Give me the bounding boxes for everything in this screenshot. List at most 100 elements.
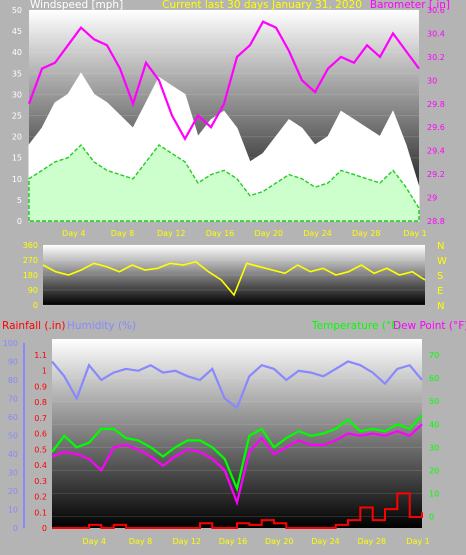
compass-label: N bbox=[437, 241, 444, 252]
humidity-tick-label: 40 bbox=[8, 450, 18, 459]
temperature-tick-label: 40 bbox=[429, 420, 439, 429]
rainfall-tick-label: 1.1 bbox=[34, 351, 47, 360]
wind-tick-label: 20 bbox=[12, 133, 22, 142]
barometer-y-ticks: 28.8 29 29.2 29.4 29.6 29.8 30 30.2 30.4 30.6 bbox=[427, 6, 445, 226]
x-tick-label: Day 8 bbox=[111, 229, 134, 238]
wind-tick-label: 5 bbox=[17, 196, 22, 205]
temperature-axis-label: Temperature (°F) bbox=[311, 320, 401, 332]
direction-tick-label: 270 bbox=[23, 256, 38, 265]
compass-label: W bbox=[437, 256, 447, 267]
direction-tick-label: 180 bbox=[23, 271, 38, 280]
humidity-tick-label: 0 bbox=[13, 524, 18, 533]
compass-label: E bbox=[437, 286, 443, 297]
barometer-tick-label: 29 bbox=[427, 194, 437, 203]
climate-x-ticks: Day 4 Day 8 Day 12 Day 16 Day 20 Day 24 Day 28… bbox=[83, 537, 430, 546]
x-tick-label: Day 28 bbox=[357, 537, 386, 546]
barometer-axis-label: Barometer [.in] bbox=[370, 0, 450, 11]
wind-tick-label: 40 bbox=[12, 48, 22, 57]
humidity-y-ticks: 0 10 20 30 40 50 60 70 80 90 100 bbox=[3, 339, 25, 533]
x-tick-label: Day 16 bbox=[206, 229, 235, 238]
barometer-series bbox=[27, 20, 420, 142]
rainfall-tick-label: 0.1 bbox=[34, 508, 47, 517]
wind-pressure-panel: Windspeed [mph] Current last 30 days Jan… bbox=[12, 0, 450, 238]
barometer-tick-label: 30.4 bbox=[427, 29, 445, 38]
humidity-axis-label: Humidity (%) bbox=[67, 320, 136, 332]
x-tick-label: Day 4 bbox=[62, 229, 85, 238]
dewpoint-axis-label: Dew Point (°F) bbox=[393, 320, 466, 332]
rainfall-y-ticks: 0 0.1 0.2 0.3 0.4 0.5 0.6 0.7 0.8 0.9 1 1.1 bbox=[34, 351, 47, 533]
climate-panel: Rainfall (.in) Humidity (%) Temperature … bbox=[2, 320, 466, 546]
x-tick-label: Day 24 bbox=[311, 537, 340, 546]
x-tick-label: Day 24 bbox=[303, 229, 332, 238]
barometer-tick-label: 29.6 bbox=[427, 123, 445, 132]
rainfall-series bbox=[52, 492, 423, 529]
humidity-tick-label: 90 bbox=[8, 358, 18, 367]
direction-series bbox=[42, 260, 426, 297]
temperature-tick-label: 0 bbox=[429, 512, 434, 521]
climate-series bbox=[51, 360, 423, 529]
temperature-tick-label: 70 bbox=[429, 351, 439, 360]
humidity-tick-label: 10 bbox=[8, 506, 18, 515]
barometer-tick-label: 28.8 bbox=[427, 217, 445, 226]
humidity-tick-label: 100 bbox=[3, 339, 18, 348]
x-tick-label: Day 12 bbox=[157, 229, 186, 238]
temperature-y-ticks: 0 10 20 30 40 50 60 70 bbox=[52, 351, 439, 521]
compass-label: N bbox=[437, 301, 444, 312]
barometer-tick-label: 30.6 bbox=[427, 6, 445, 15]
humidity-tick-label: 30 bbox=[8, 469, 18, 478]
humidity-tick-label: 80 bbox=[8, 376, 18, 385]
x-tick-label: Day 28 bbox=[352, 229, 381, 238]
wind-axis-label: Windspeed [mph] bbox=[30, 0, 123, 11]
temperature-tick-label: 30 bbox=[429, 443, 439, 452]
rainfall-tick-label: 0.5 bbox=[34, 445, 47, 454]
wind-average-series bbox=[28, 143, 420, 222]
wind-tick-label: 10 bbox=[12, 175, 22, 184]
temperature-tick-label: 50 bbox=[429, 397, 439, 406]
rainfall-tick-label: 0.9 bbox=[34, 382, 47, 391]
barometer-tick-label: 29.2 bbox=[427, 170, 445, 179]
compass-label: S bbox=[437, 271, 443, 282]
climate-plot-area bbox=[52, 339, 422, 528]
temperature-series bbox=[51, 414, 423, 493]
x-tick-label: Day 16 bbox=[219, 537, 248, 546]
wind-pressure-series bbox=[27, 20, 420, 222]
direction-tick-label: 360 bbox=[23, 241, 38, 250]
wind-direction-series bbox=[42, 260, 426, 297]
x-tick-label: Day 1 bbox=[403, 229, 426, 238]
x-tick-label: Day 12 bbox=[172, 537, 201, 546]
humidity-series bbox=[51, 360, 423, 410]
rainfall-tick-label: 0.7 bbox=[34, 414, 47, 423]
rainfall-tick-label: 0.6 bbox=[34, 430, 47, 439]
rainfall-tick-label: 0.2 bbox=[34, 493, 47, 502]
wind-x-ticks: Day 4 Day 8 Day 12 Day 16 Day 20 Day 24 Day 28… bbox=[62, 229, 427, 238]
x-tick-label: Day 4 bbox=[83, 537, 106, 546]
rainfall-tick-label: 0 bbox=[42, 524, 47, 533]
direction-tick-label: 0 bbox=[33, 301, 38, 310]
x-tick-label: Day 20 bbox=[265, 537, 294, 546]
temperature-tick-label: 20 bbox=[429, 466, 439, 475]
wind-tick-label: 0 bbox=[17, 217, 22, 226]
barometer-tick-label: 29.8 bbox=[427, 100, 445, 109]
rainfall-tick-label: 0.4 bbox=[34, 461, 47, 470]
rainfall-tick-label: 0.3 bbox=[34, 477, 47, 486]
humidity-tick-label: 20 bbox=[8, 487, 18, 496]
dewpoint-series bbox=[51, 423, 423, 507]
x-tick-label: Day 20 bbox=[254, 229, 283, 238]
wind-tick-label: 30 bbox=[12, 90, 22, 99]
direction-y-ticks: 360 270 180 90 0 bbox=[23, 241, 425, 310]
wind-tick-label: 15 bbox=[12, 154, 22, 163]
rainfall-axis-label: Rainfall (.in) bbox=[2, 320, 65, 332]
humidity-tick-label: 60 bbox=[8, 413, 18, 422]
wind-tick-label: 35 bbox=[12, 69, 22, 78]
x-tick-label: Day 1 bbox=[406, 537, 429, 546]
barometer-tick-label: 30 bbox=[427, 76, 437, 85]
rainfall-tick-label: 1 bbox=[42, 367, 47, 376]
temperature-tick-label: 10 bbox=[429, 489, 439, 498]
barometer-tick-label: 30.2 bbox=[427, 53, 445, 62]
rainfall-tick-label: 0.8 bbox=[34, 398, 47, 407]
barometer-tick-label: 29.4 bbox=[427, 147, 445, 156]
